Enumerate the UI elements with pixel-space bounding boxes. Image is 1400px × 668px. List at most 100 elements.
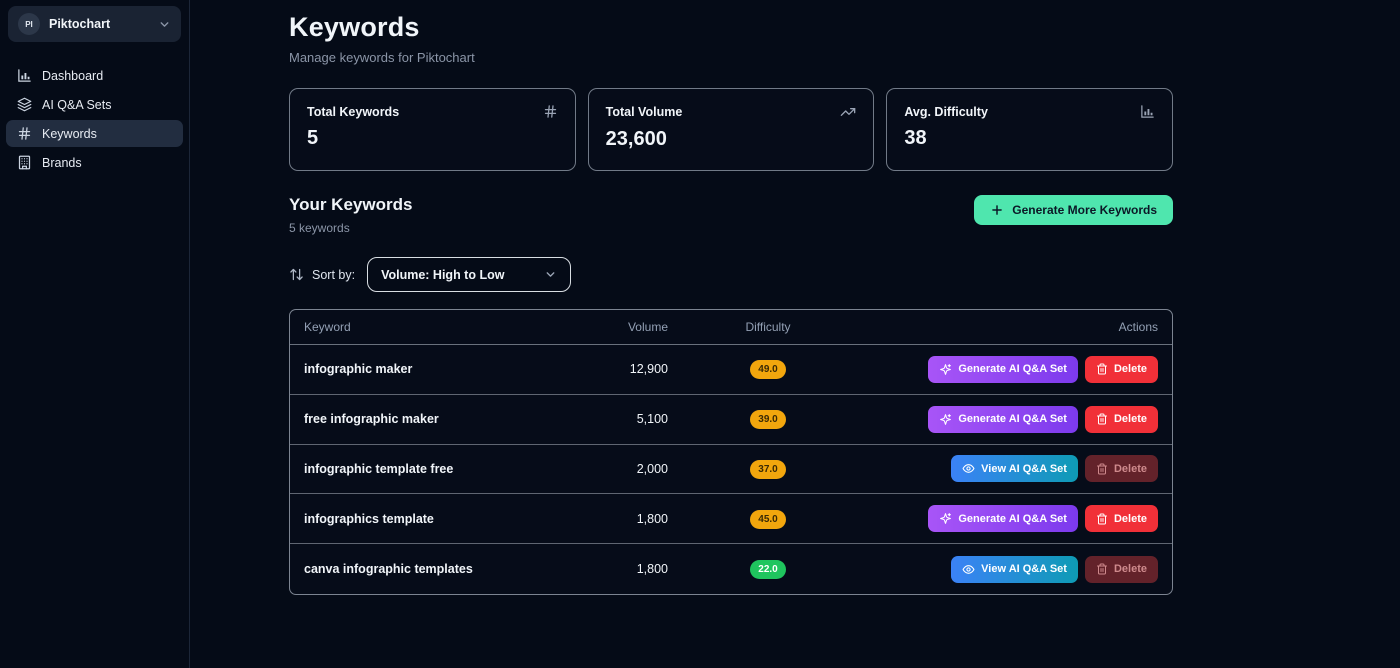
generate-ai-qa-set-button[interactable]: Generate AI Q&A Set [928, 405, 1078, 433]
stat-value: 23,600 [605, 128, 667, 150]
section-title: Your Keywords [289, 195, 413, 214]
trash-icon [1096, 463, 1108, 475]
actions-cell: Generate AI Q&A Set Delete [868, 505, 1158, 533]
layers-icon [16, 97, 32, 112]
delete-label: Delete [1113, 462, 1147, 475]
keywords-table: Keyword Volume Difficulty Actions infogr… [289, 309, 1173, 595]
volume-cell: 1,800 [636, 562, 668, 577]
trash-icon [1096, 363, 1108, 375]
trending-up-icon [840, 104, 856, 120]
stat-card: Total Volume 23,600 [587, 88, 875, 171]
keyword-cell: infographic template free [304, 461, 454, 476]
sidebar-item-brands[interactable]: Brands [6, 149, 183, 176]
keyword-cell: canva infographic templates [304, 562, 473, 577]
difficulty-badge: 49.0 [750, 360, 786, 380]
delete-label: Delete [1113, 512, 1147, 525]
actions-cell: View AI Q&A Set Delete [868, 455, 1158, 483]
view-ai-qa-set-button[interactable]: View AI Q&A Set [951, 455, 1078, 483]
hash-icon [543, 104, 558, 119]
sparkles-icon [939, 363, 952, 376]
sidebar-item-dashboard[interactable]: Dashboard [6, 62, 183, 89]
building-icon [16, 155, 32, 170]
table-row: infographic maker 12,900 49.0 Generate A… [290, 345, 1172, 395]
delete-button: Delete [1084, 555, 1158, 583]
difficulty-cell: 45.0 [668, 509, 868, 529]
view-ai-qa-set-button[interactable]: View AI Q&A Set [951, 555, 1078, 583]
delete-label: Delete [1113, 363, 1147, 376]
trash-icon [1096, 563, 1108, 575]
table-row: infographics template 1,800 45.0 Generat… [290, 494, 1172, 545]
generate-ai-qa-set-button[interactable]: Generate AI Q&A Set [928, 505, 1078, 533]
difficulty-cell: 49.0 [668, 359, 868, 380]
arrow-up-down-icon [289, 267, 304, 282]
table-row: canva infographic templates 1,800 22.0 V… [290, 544, 1172, 594]
hash-icon [16, 126, 32, 141]
generate-ai-qa-set-label: Generate AI Q&A Set [958, 413, 1067, 426]
chevron-down-icon [158, 18, 171, 31]
sparkles-icon [939, 512, 952, 525]
delete-label: Delete [1113, 413, 1147, 426]
page-title: Keywords [289, 12, 420, 42]
generate-ai-qa-set-label: Generate AI Q&A Set [958, 363, 1067, 376]
plus-icon [990, 203, 1004, 217]
volume-cell: 1,800 [636, 511, 668, 526]
sparkles-icon [939, 413, 952, 426]
difficulty-cell: 37.0 [668, 459, 868, 479]
keyword-cell: infographics template [304, 511, 434, 526]
difficulty-badge: 37.0 [750, 459, 786, 479]
avatar: PI [18, 13, 40, 35]
generate-more-keywords-label: Generate More Keywords [1012, 203, 1157, 217]
chevron-down-icon [544, 268, 557, 281]
sidebar-item-label: Keywords [42, 126, 97, 141]
sidebar-item-keywords[interactable]: Keywords [6, 120, 183, 147]
table-body: infographic maker 12,900 49.0 Generate A… [290, 345, 1172, 594]
actions-cell: Generate AI Q&A Set Delete [868, 355, 1158, 383]
table-row: infographic template free 2,000 37.0 Vie… [290, 445, 1172, 495]
main-content: Keywords Manage keywords for Piktochart … [190, 0, 1400, 668]
trash-icon [1096, 413, 1108, 425]
trash-icon [1096, 513, 1108, 525]
stat-label: Total Keywords [307, 104, 400, 119]
keyword-cell: free infographic maker [304, 412, 439, 427]
stat-card: Avg. Difficulty 38 [886, 88, 1173, 171]
volume-cell: 5,100 [636, 412, 668, 427]
workspace-switcher[interactable]: PI Piktochart [8, 6, 181, 42]
generate-more-keywords-button[interactable]: Generate More Keywords [974, 195, 1173, 225]
sidebar: PI Piktochart Dashboard AI Q&A Sets Keywor… [0, 0, 190, 668]
difficulty-badge: 39.0 [750, 410, 786, 430]
view-ai-qa-set-label: View AI Q&A Set [981, 462, 1067, 475]
bar-chart-icon [16, 68, 32, 83]
difficulty-cell: 22.0 [668, 559, 868, 580]
table-header-row: Keyword Volume Difficulty Actions [290, 310, 1172, 345]
stat-value: 5 [307, 127, 319, 149]
actions-cell: View AI Q&A Set Delete [868, 555, 1158, 583]
keyword-count: 5 keywords [289, 221, 350, 235]
delete-label: Delete [1113, 563, 1147, 576]
delete-button[interactable]: Delete [1084, 355, 1158, 383]
column-header-difficulty: Difficulty [745, 320, 791, 334]
sort-by-label: Sort by: [312, 267, 356, 282]
volume-cell: 2,000 [636, 461, 668, 476]
generate-ai-qa-set-button[interactable]: Generate AI Q&A Set [928, 355, 1078, 383]
view-ai-qa-set-label: View AI Q&A Set [981, 563, 1067, 576]
table-row: free infographic maker 5,100 39.0 Genera… [290, 395, 1172, 445]
workspace-name: Piktochart [49, 17, 111, 31]
bar-chart-icon [1140, 104, 1155, 119]
sort-select[interactable]: Volume: High to Low [367, 257, 572, 292]
keyword-cell: infographic maker [304, 362, 413, 377]
sidebar-item-ai-qa-sets[interactable]: AI Q&A Sets [6, 91, 183, 118]
eye-icon [962, 563, 975, 576]
difficulty-cell: 39.0 [668, 409, 868, 430]
generate-ai-qa-set-label: Generate AI Q&A Set [958, 512, 1067, 525]
stat-card: Total Keywords 5 [289, 88, 576, 171]
delete-button[interactable]: Delete [1084, 405, 1158, 433]
actions-cell: Generate AI Q&A Set Delete [868, 405, 1158, 433]
stat-label: Total Volume [605, 105, 683, 119]
sidebar-item-label: Dashboard [42, 68, 104, 83]
column-header-keyword: Keyword [304, 320, 351, 334]
difficulty-badge: 45.0 [750, 509, 786, 529]
delete-button[interactable]: Delete [1084, 505, 1158, 533]
stat-label: Avg. Difficulty [904, 104, 988, 119]
volume-cell: 12,900 [629, 362, 668, 377]
page-subtitle: Manage keywords for Piktochart [289, 50, 475, 65]
